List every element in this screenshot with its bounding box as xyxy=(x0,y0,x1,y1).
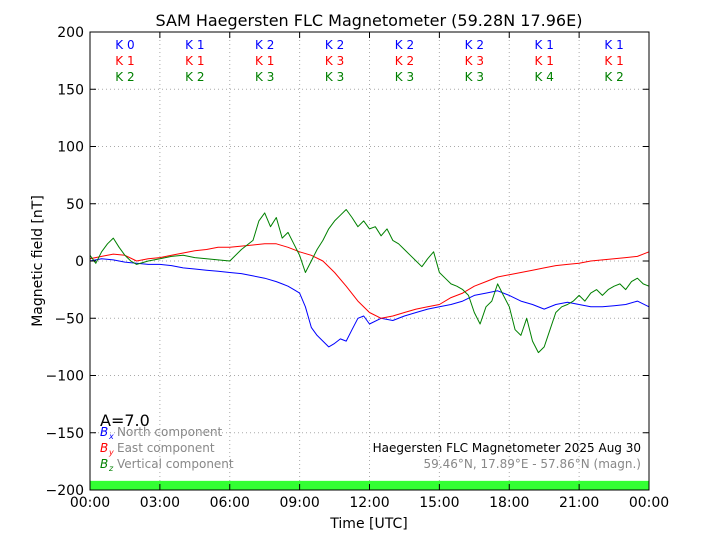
y-tick-label: −100 xyxy=(46,369,84,385)
k-index-label: K 1 xyxy=(535,38,554,52)
x-tick-label: 06:00 xyxy=(210,495,250,511)
station-annotation: Haegersten FLC Magnetometer 2025 Aug 30 xyxy=(373,441,641,455)
k-index-label: K 3 xyxy=(325,54,344,68)
x-tick-label: 15:00 xyxy=(419,495,459,511)
x-tick-label: 12:00 xyxy=(349,495,389,511)
k-index-label: K 4 xyxy=(535,70,554,84)
k-index-label: K 1 xyxy=(185,54,204,68)
k-index-label: K 3 xyxy=(465,54,484,68)
y-tick-label: −150 xyxy=(46,426,84,442)
k-index-label: K 2 xyxy=(395,54,414,68)
y-tick-label: 200 xyxy=(57,25,84,41)
y-tick-label: 0 xyxy=(75,254,84,270)
x-axis-ticks: 00:00 03:00 06:00 09:00 12:00 15:00 18:00 21:00… xyxy=(70,32,669,511)
k-index-label: K 1 xyxy=(535,54,554,68)
k-index-label: K 2 xyxy=(185,70,204,84)
a-index-label: A=7.0 xyxy=(100,411,150,430)
k-index-label: K 0 xyxy=(115,38,134,52)
x-tick-label: 00:00 xyxy=(629,495,669,511)
k-index-label: K 2 xyxy=(604,70,623,84)
x-axis-label: Time [UTC] xyxy=(329,516,407,532)
k-index-label: K 1 xyxy=(604,38,623,52)
k-index-label: K 2 xyxy=(325,38,344,52)
k-index-label: K 1 xyxy=(604,54,623,68)
y-tick-label: 100 xyxy=(57,140,84,156)
y-tick-label: 50 xyxy=(66,197,84,213)
k-index-label: K 1 xyxy=(115,54,134,68)
legend-subscript: y xyxy=(108,448,114,457)
k-index-label: K 2 xyxy=(115,70,134,84)
data-series xyxy=(89,209,650,354)
y-axis-ticks: 200 150 100 50 0 −50 −100 −150 −200 xyxy=(46,25,649,499)
legend-symbol: B xyxy=(100,425,108,439)
x-tick-label: 00:00 xyxy=(70,495,110,511)
chart-title: SAM Haegersten FLC Magnetometer (59.28N … xyxy=(156,11,583,30)
k-index-label: K 1 xyxy=(255,54,274,68)
legend-label: East component xyxy=(117,441,215,455)
x-tick-label: 09:00 xyxy=(279,495,319,511)
x-tick-label: 18:00 xyxy=(489,495,529,511)
k-index-table: K 0 K 1 K 2 K 2 K 2 K 2 K 1 K 1 K 1 K 1 K 1 K 3 K 2 K… xyxy=(115,38,623,84)
series-line-0 xyxy=(89,258,650,348)
legend-symbol: B xyxy=(100,441,108,455)
y-tick-label: 150 xyxy=(57,82,84,98)
y-tick-label: −50 xyxy=(54,311,84,327)
k-index-label: K 1 xyxy=(185,38,204,52)
x-tick-label: 03:00 xyxy=(140,495,180,511)
y-axis-label: Magnetic field [nT] xyxy=(30,195,46,327)
x-tick-label: 21:00 xyxy=(559,495,599,511)
legend-subscript: x xyxy=(108,432,114,441)
k-index-label: K 2 xyxy=(255,38,274,52)
legend-symbol: B xyxy=(100,457,108,471)
series-line-2 xyxy=(89,209,650,354)
y-tick-label: −200 xyxy=(46,483,84,499)
legend-label: North component xyxy=(117,425,223,439)
k-index-label: K 3 xyxy=(395,70,414,84)
series-line-1 xyxy=(89,243,650,319)
k-index-label: K 3 xyxy=(325,70,344,84)
legend-subscript: z xyxy=(108,464,114,473)
k-index-label: K 2 xyxy=(395,38,414,52)
coordinates-annotation: 59.46°N, 17.89°E - 57.86°N (magn.) xyxy=(424,457,641,471)
k-index-label: K 3 xyxy=(465,70,484,84)
legend-label: Vertical component xyxy=(117,457,234,471)
k-index-label: K 2 xyxy=(465,38,484,52)
k-index-label: K 3 xyxy=(255,70,274,84)
